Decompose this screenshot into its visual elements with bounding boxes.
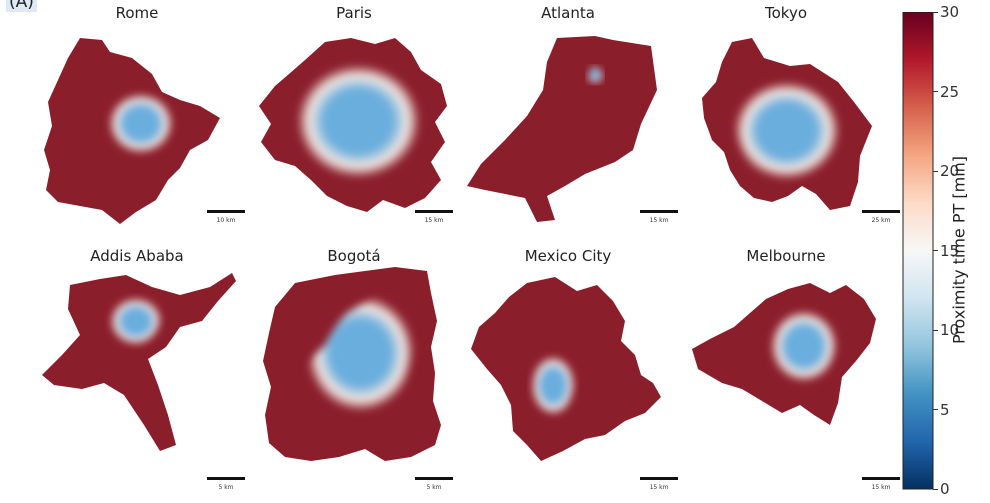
city-core-7 [770, 310, 838, 382]
city-map-2 [467, 36, 657, 222]
colorbar-axis-label: Proximity time PT [min] [949, 155, 969, 345]
scale-bar-line [207, 477, 245, 480]
city-title-0: Rome [115, 4, 159, 22]
colorbar-tick-mark [933, 329, 938, 331]
scale-bar-line [415, 477, 453, 480]
colorbar-tick-label: 15 [940, 241, 960, 260]
city-title-4: Addis Ababa [90, 247, 184, 265]
scale-bar-line [207, 210, 245, 213]
city-core-3 [733, 81, 840, 180]
scale-bar-label: 15 km [424, 217, 444, 224]
city-title-6: Mexico City [524, 247, 612, 265]
city-title-7: Melbourne [746, 247, 826, 265]
scale-bar-label: 15 km [871, 484, 891, 491]
city-map-1 [259, 38, 447, 212]
city-title-2: Atlanta [541, 4, 595, 22]
city-core-2 [587, 66, 604, 84]
scale-bar-line [415, 210, 453, 213]
colorbar-tick-label: 10 [940, 321, 960, 339]
scale-bar-label: 10 km [216, 217, 236, 224]
city-map-0 [44, 38, 220, 224]
city-core-6 [531, 356, 576, 415]
colorbar-tick-mark [933, 250, 938, 251]
scale-bar-line [862, 210, 900, 213]
colorbar-tick-label: 20 [940, 162, 960, 180]
scale-bar-line [640, 477, 678, 480]
city-core-0 [108, 93, 174, 154]
city-map-7 [692, 283, 876, 425]
scale-bar-label: 15 km [649, 217, 669, 224]
colorbar-tick-label: 5 [940, 400, 950, 419]
colorbar-tick-label: 25 [940, 82, 960, 101]
colorbar-tick-mark [933, 409, 938, 410]
colorbar-tick-label: 0 [940, 480, 950, 498]
city-outline-4 [42, 273, 236, 451]
panel-label: (A) [6, 0, 37, 12]
city-map-3 [702, 38, 872, 210]
colorbar-tick-mark [933, 91, 938, 92]
scale-bar-line [640, 210, 678, 213]
city-title-1: Paris [336, 4, 372, 22]
city-map-5 [263, 267, 441, 461]
colorbar [902, 12, 934, 490]
colorbar-tick-mark [933, 488, 938, 490]
scale-bar-line [862, 477, 900, 480]
scale-bar-label: 5 km [426, 484, 442, 491]
city-outline-2 [467, 36, 657, 222]
city-title-3: Tokyo [765, 4, 807, 22]
scale-bar-label: 25 km [871, 217, 891, 224]
city-core-5 [306, 294, 415, 412]
colorbar-tick-mark [933, 170, 938, 172]
city-map-4 [42, 273, 236, 451]
colorbar-tick-mark [933, 11, 938, 13]
colorbar-gradient [902, 12, 934, 490]
city-map-6 [471, 277, 661, 461]
city-core-1 [296, 64, 421, 179]
scale-bar-label: 5 km [218, 484, 234, 491]
colorbar-tick-label: 30 [940, 3, 960, 21]
city-core-4 [110, 297, 162, 345]
city-title-5: Bogotá [327, 247, 381, 265]
scale-bar-label: 15 km [649, 484, 669, 491]
